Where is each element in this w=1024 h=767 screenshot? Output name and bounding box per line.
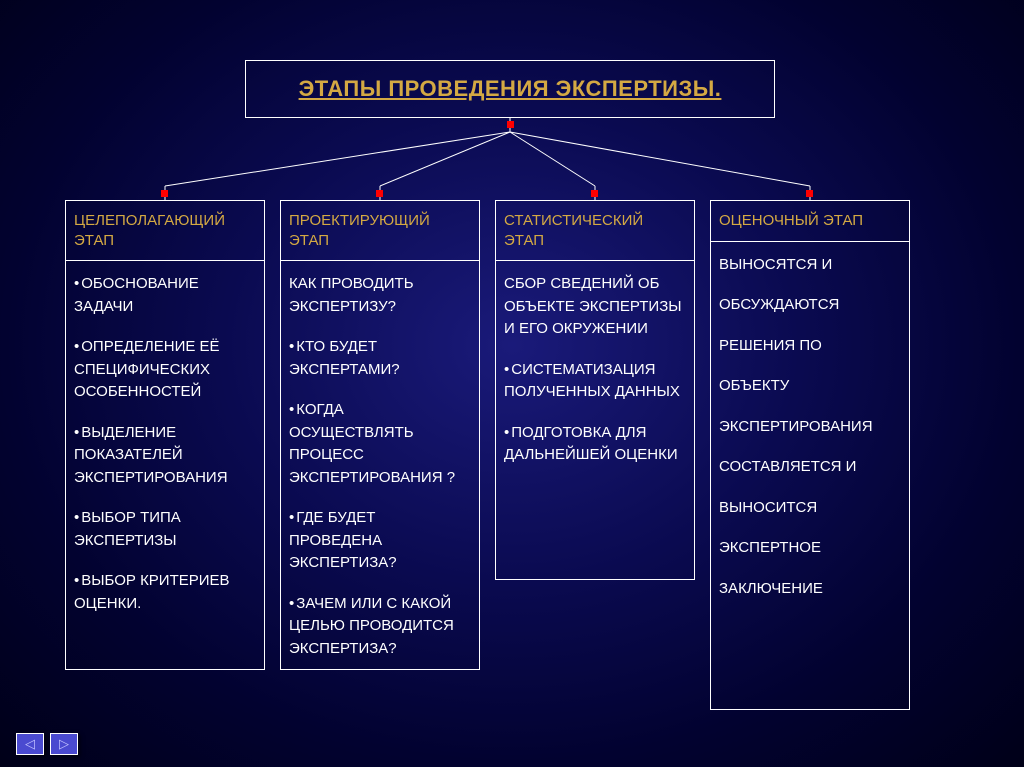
stage-item: СБОР СВЕДЕНИЙ ОБ ОБЪЕКТЕ ЭКСПЕРТИЗЫ И ЕГ… [504, 273, 686, 341]
nav-next-button[interactable]: ▷ [50, 733, 78, 755]
chevron-left-icon: ◁ [25, 736, 35, 752]
chevron-right-icon: ▷ [59, 736, 69, 752]
stage-item: КАК ПРОВОДИТЬ ЭКСПЕРТИЗУ? [289, 273, 471, 318]
stage-item: СОСТАВЛЯЕТСЯ И [719, 456, 901, 479]
title-box: ЭТАПЫ ПРОВЕДЕНИЯ ЭКСПЕРТИЗЫ. [245, 60, 775, 118]
stage-item: ГДЕ БУДЕТ ПРОВЕДЕНА ЭКСПЕРТИЗА? [289, 507, 471, 575]
stage-body: КАК ПРОВОДИТЬ ЭКСПЕРТИЗУ? КТО БУДЕТ ЭКСПЕ… [281, 261, 479, 690]
stage-item: РЕШЕНИЯ ПО [719, 335, 901, 358]
stage-item: ЗАКЛЮЧЕНИЕ [719, 578, 901, 601]
stage-item: ОБСУЖДАЮТСЯ [719, 294, 901, 317]
nav-prev-button[interactable]: ◁ [16, 733, 44, 755]
stage-header: ПРОЕКТИРУЮЩИЙ ЭТАП [281, 201, 479, 261]
stage-item: ВЫБОР ТИПА ЭКСПЕРТИЗЫ [74, 507, 256, 552]
stage-item: ЭКСПЕРТНОЕ [719, 537, 901, 560]
stage-body: ОБОСНОВАНИЕ ЗАДАЧИ ОПРЕДЕЛЕНИЕ ЕЁ СПЕЦИФИ… [66, 261, 264, 645]
nav-buttons: ◁ ▷ [16, 733, 78, 755]
stage-item: ПОДГОТОВКА ДЛЯ ДАЛЬНЕЙШЕЙ ОЦЕНКИ [504, 422, 686, 467]
stage-header: ЦЕЛЕПОЛАГАЮЩИЙ ЭТАП [66, 201, 264, 261]
stage-header: ОЦЕНОЧНЫЙ ЭТАП [711, 201, 909, 242]
stage-item: КОГДА ОСУЩЕСТВЛЯТЬ ПРОЦЕСС ЭКСПЕРТИРОВАН… [289, 399, 471, 489]
stage-box-0: ЦЕЛЕПОЛАГАЮЩИЙ ЭТАП ОБОСНОВАНИЕ ЗАДАЧИ ОПР… [65, 200, 265, 670]
stage-box-2: СТАТИСТИЧЕСКИЙ ЭТАП СБОР СВЕДЕНИЙ ОБ ОБЪЕ… [495, 200, 695, 580]
stage-item: СИСТЕМАТИЗАЦИЯ ПОЛУЧЕННЫХ ДАННЫХ [504, 359, 686, 404]
page-title: ЭТАПЫ ПРОВЕДЕНИЯ ЭКСПЕРТИЗЫ. [299, 76, 722, 102]
stage-item: ОБОСНОВАНИЕ ЗАДАЧИ [74, 273, 256, 318]
stage-item: ЭКСПЕРТИРОВАНИЯ [719, 416, 901, 439]
stage-header: СТАТИСТИЧЕСКИЙ ЭТАП [496, 201, 694, 261]
stage-box-3: ОЦЕНОЧНЫЙ ЭТАП ВЫНОСЯТСЯ И ОБСУЖДАЮТСЯ РЕШЕ… [710, 200, 910, 710]
stage-item: ВЫНОСИТСЯ [719, 497, 901, 520]
stage-item: ВЫНОСЯТСЯ И [719, 254, 901, 277]
stage-item: КТО БУДЕТ ЭКСПЕРТАМИ? [289, 336, 471, 381]
stage-box-1: ПРОЕКТИРУЮЩИЙ ЭТАП КАК ПРОВОДИТЬ ЭКСПЕРТИ… [280, 200, 480, 670]
stage-body: ВЫНОСЯТСЯ И ОБСУЖДАЮТСЯ РЕШЕНИЯ ПО ОБЪЕКТУ Э… [711, 242, 909, 631]
stage-item: ОПРЕДЕЛЕНИЕ ЕЁ СПЕЦИФИЧЕСКИХ ОСОБЕННОСТЕ… [74, 336, 256, 404]
stage-item: ВЫДЕЛЕНИЕ ПОКАЗАТЕЛЕЙ ЭКСПЕРТИРОВАНИЯ [74, 422, 256, 490]
stage-item: ВЫБОР КРИТЕРИЕВ ОЦЕНКИ. [74, 570, 256, 615]
stage-item: ОБЪЕКТУ [719, 375, 901, 398]
stage-item: ЗАЧЕМ ИЛИ С КАКОЙ ЦЕЛЬЮ ПРОВОДИТСЯ ЭКСПЕ… [289, 593, 471, 661]
stage-body: СБОР СВЕДЕНИЙ ОБ ОБЪЕКТЕ ЭКСПЕРТИЗЫ И ЕГ… [496, 261, 694, 497]
